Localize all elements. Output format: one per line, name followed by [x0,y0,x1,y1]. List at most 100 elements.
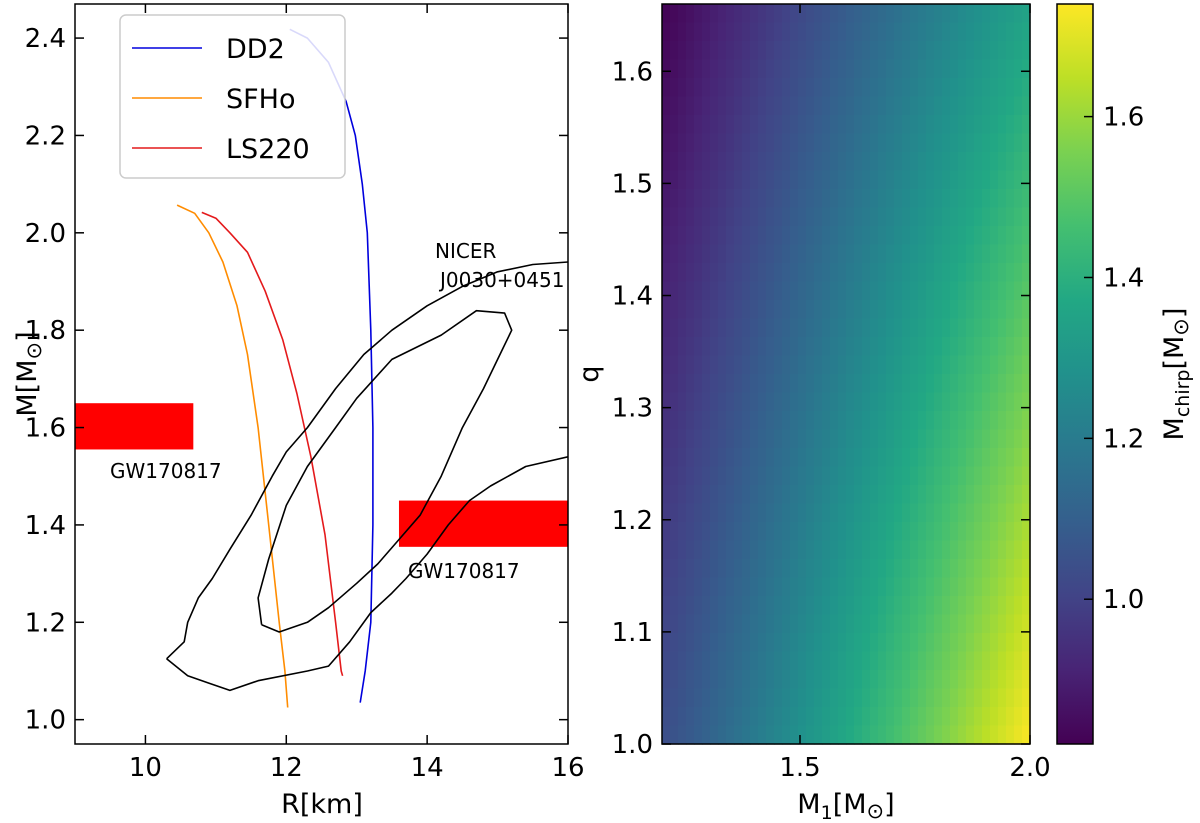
heatmap-cell [678,725,687,745]
heatmap-cell [782,281,791,301]
legend-label-sfho: SFHo [226,84,296,115]
heatmap-cell [998,633,1007,653]
heatmap-cell [886,152,895,172]
heatmap-cell [958,300,967,320]
heatmap-cell [662,466,671,486]
heatmap-cell [926,281,935,301]
heatmap-cell [662,96,671,116]
heatmap-cell [694,429,703,449]
heatmap-cell [726,651,735,671]
left-y-tick-label: 2.0 [25,219,66,249]
heatmap-cell [910,577,919,597]
heatmap-cell [822,707,831,727]
heatmap-cell [894,189,903,209]
heatmap-cell [838,78,847,98]
heatmap-cell [702,411,711,431]
heatmap-cell [958,59,967,79]
heatmap-cell [966,133,975,153]
heatmap-cell [774,207,783,227]
heatmap-cell [998,96,1007,116]
heatmap-cell [678,133,687,153]
heatmap-cell [966,4,975,24]
heatmap-cell [846,244,855,264]
heatmap-cell [926,670,935,690]
heatmap-cell [782,725,791,745]
heatmap-cell [726,411,735,431]
heatmap-cell [798,300,807,320]
heatmap-cell [750,96,759,116]
heatmap-cell [694,540,703,560]
heatmap-cell [750,540,759,560]
heatmap-cell [862,59,871,79]
heatmap-cell [918,651,927,671]
heatmap-cell [798,152,807,172]
heatmap-cell [758,337,767,357]
heatmap-cell [766,559,775,579]
heatmap-cell [822,559,831,579]
heatmap-cell [878,614,887,634]
heatmap-cell [782,429,791,449]
heatmap-cell [734,392,743,412]
heatmap-cell [702,244,711,264]
heatmap-cell [726,263,735,283]
heatmap-cell [886,448,895,468]
heatmap-cell [1022,170,1031,190]
heatmap-cell [678,300,687,320]
heatmap-cell [886,540,895,560]
heatmap-cell [814,540,823,560]
heatmap-cell [838,448,847,468]
heatmap-cell [886,670,895,690]
heatmap-cell [662,670,671,690]
heatmap-cell [678,485,687,505]
heatmap-cell [958,392,967,412]
heatmap-cell [798,448,807,468]
heatmap-cell [982,725,991,745]
heatmap-cell [1014,244,1023,264]
heatmap-cell [806,577,815,597]
heatmap-cell [662,300,671,320]
heatmap-cell [806,596,815,616]
heatmap-cell [950,152,959,172]
heatmap-cell [926,244,935,264]
heatmap-cell [918,522,927,542]
heatmap-cell [798,577,807,597]
heatmap-cell [686,503,695,523]
heatmap-cell [998,189,1007,209]
heatmap-cell [998,411,1007,431]
heatmap-cell [662,633,671,653]
heatmap-cell [974,614,983,634]
heatmap-cell [870,281,879,301]
heatmap-cell [958,596,967,616]
heatmap-cell [814,337,823,357]
heatmap-cell [950,189,959,209]
heatmap-cell [942,522,951,542]
heatmap-cell [854,429,863,449]
heatmap-cell [790,633,799,653]
heatmap-cell [718,633,727,653]
heatmap-cell [726,485,735,505]
heatmap-cell [814,355,823,375]
heatmap-cell [950,374,959,394]
heatmap-cell [998,707,1007,727]
heatmap-cell [758,577,767,597]
heatmap-cell [670,688,679,708]
heatmap-cell [878,522,887,542]
heatmap-cell [678,651,687,671]
heatmap-cell [1022,485,1031,505]
heatmap-cell [662,374,671,394]
heatmap-cell [926,503,935,523]
heatmap-cell [990,96,999,116]
heatmap-cell [950,207,959,227]
heatmap-cell [910,170,919,190]
heatmap-cell [830,355,839,375]
heatmap-cell [662,392,671,412]
heatmap-cell [910,466,919,486]
heatmap-cell [710,244,719,264]
heatmap-cell [982,670,991,690]
heatmap-cell [814,263,823,283]
heatmap-cell [902,596,911,616]
heatmap-cell [1014,670,1023,690]
colorbar-tick-label: 1.6 [1103,103,1144,133]
heatmap-cell [942,355,951,375]
